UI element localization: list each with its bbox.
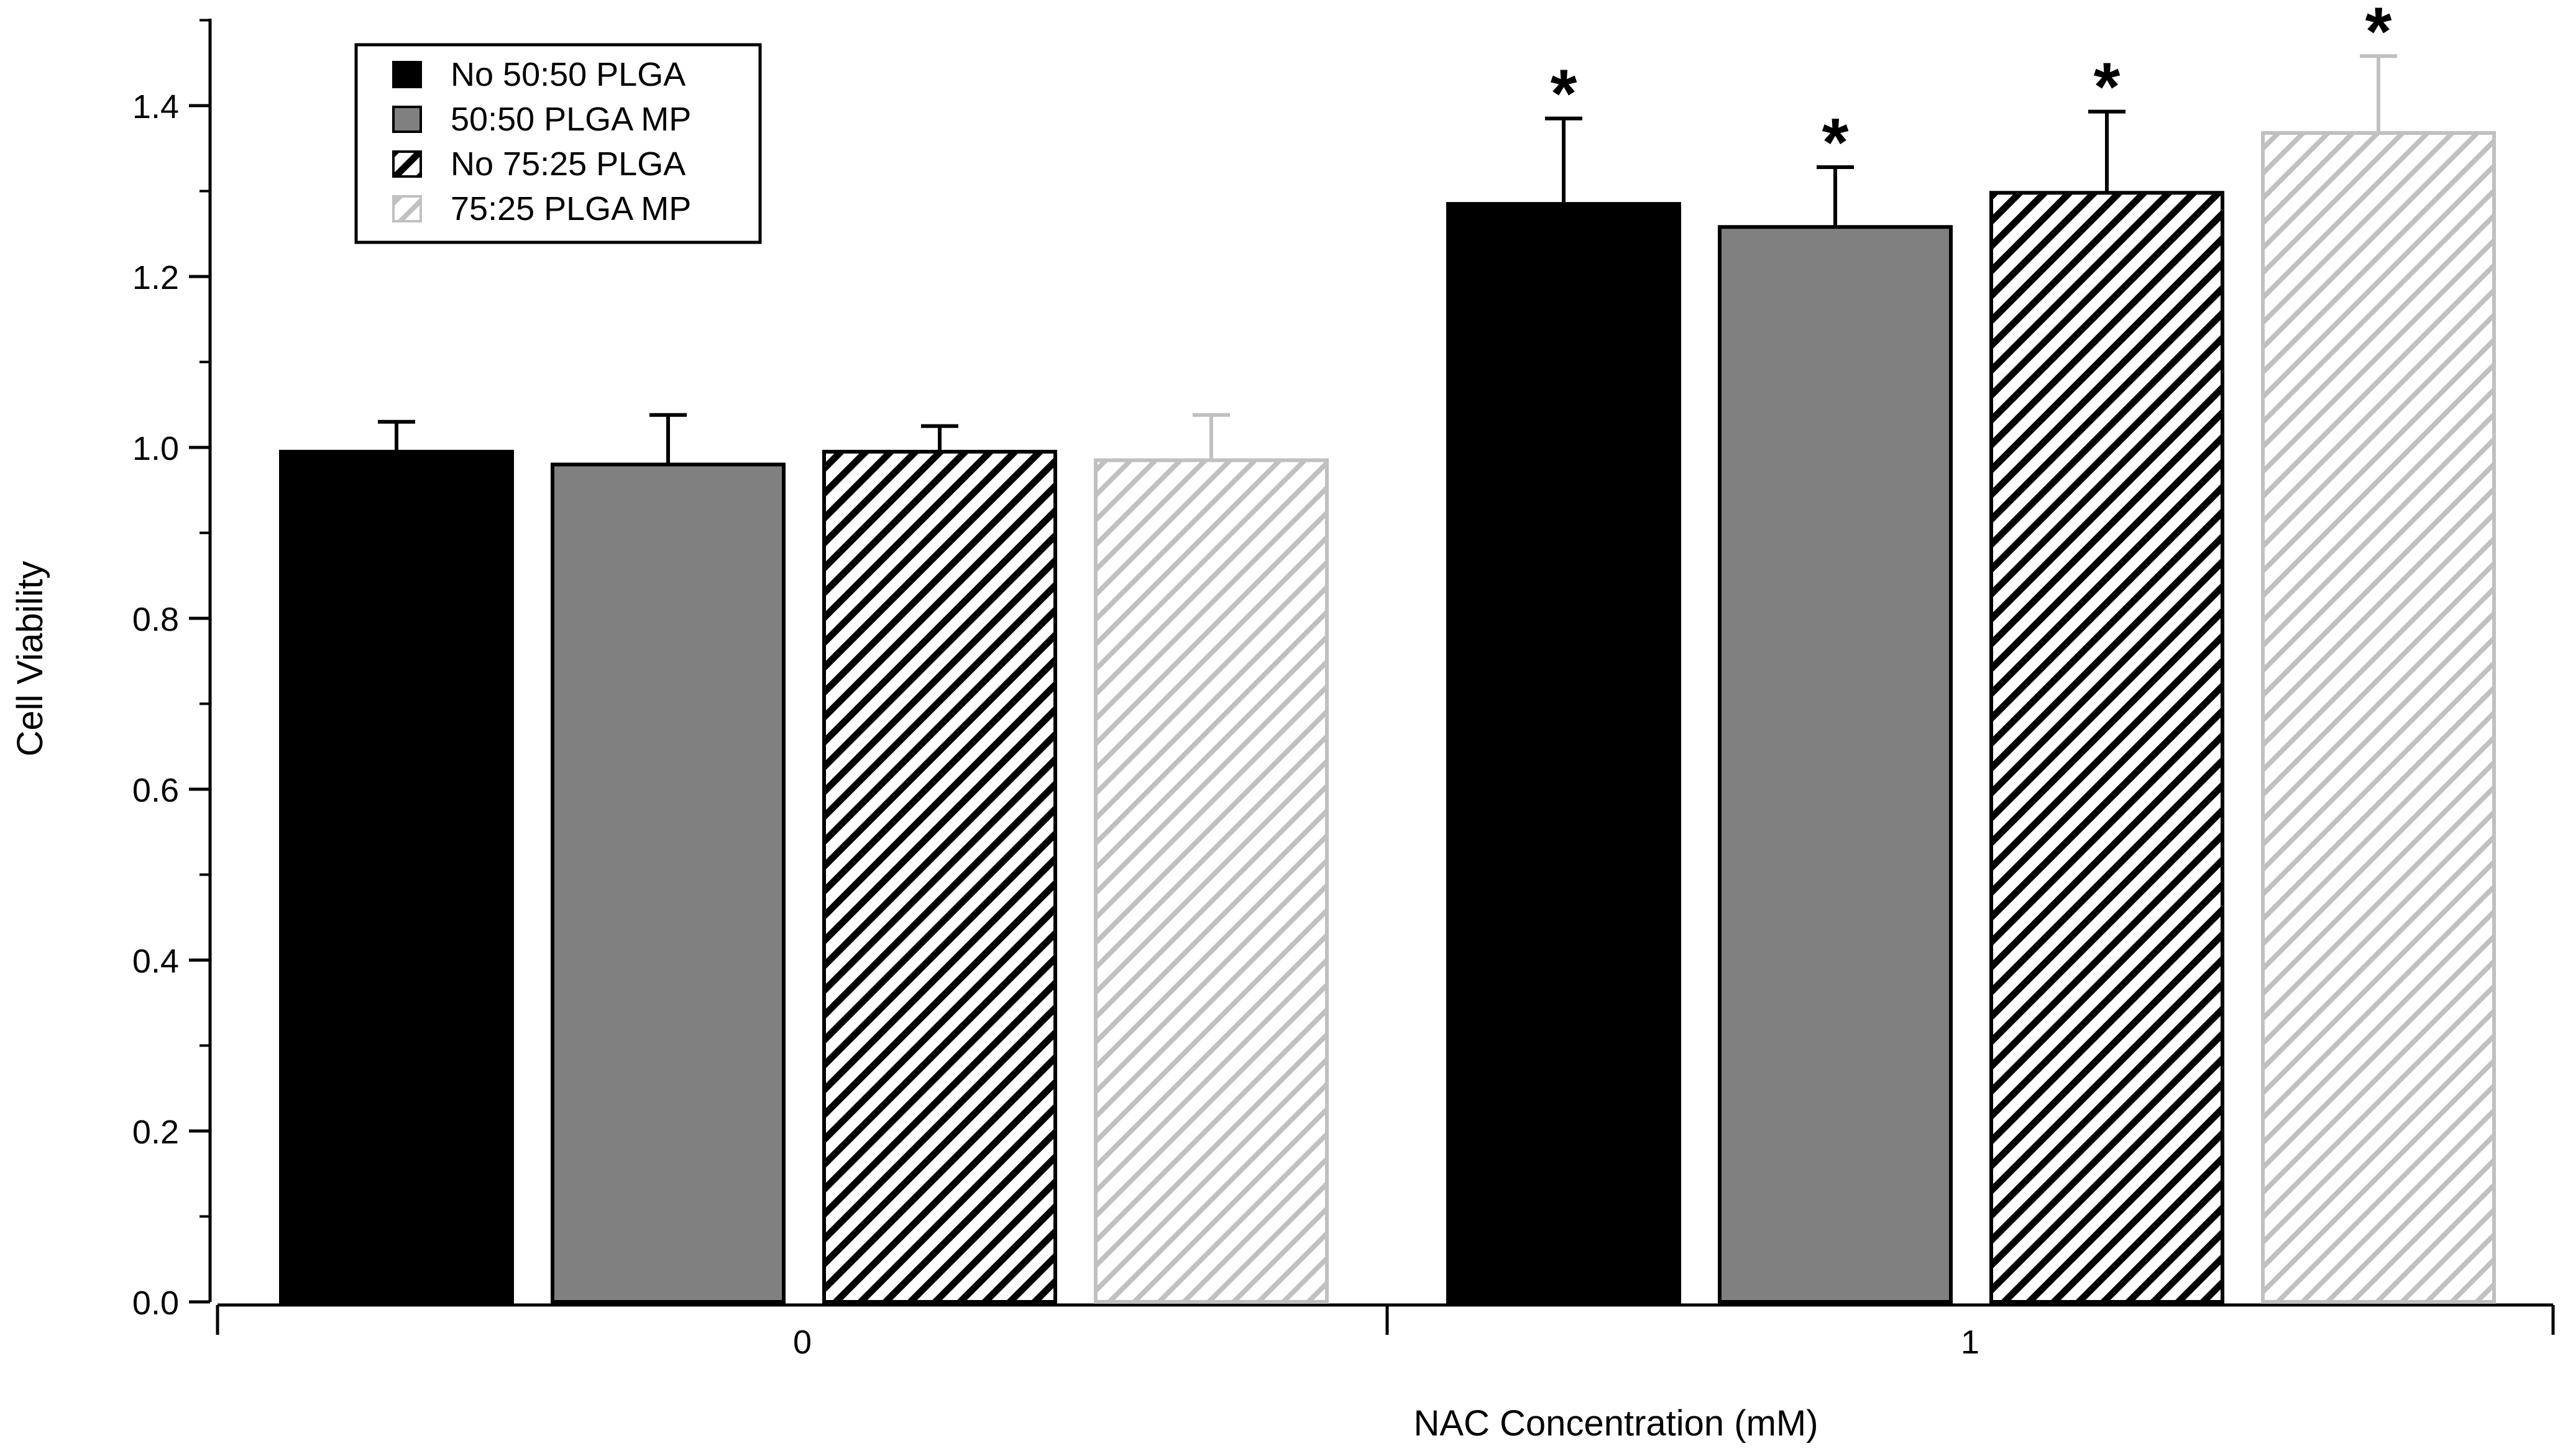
legend-label: No 50:50 PLGA [451, 56, 686, 93]
y-axis: 0.0 0.2 0.4 0.6 0.8 1.0 1.2 1.4 [132, 19, 212, 1322]
significance-markers: * * * * [1551, 0, 2392, 181]
legend-swatch [392, 195, 422, 222]
y-tick-label: 1.0 [132, 430, 179, 467]
legend-label: 75:25 PLGA MP [451, 190, 691, 227]
error-bars [378, 54, 2397, 465]
bar [1094, 458, 1329, 1304]
bars [279, 131, 2496, 1304]
y-tick-label: 1.4 [132, 88, 179, 126]
x-axis-title: NAC Concentration (mM) [1413, 1403, 1818, 1444]
y-tick-label: 0.6 [132, 772, 179, 809]
y-tick-label: 0.8 [132, 601, 179, 638]
legend-label: 50:50 PLGA MP [451, 101, 691, 138]
bar [2261, 131, 2496, 1304]
legend-swatch [392, 106, 422, 133]
bar [551, 462, 786, 1304]
legend-swatch [392, 150, 422, 178]
legend-label: No 75:25 PLGA [451, 145, 686, 183]
y-tick-label: 0.2 [132, 1114, 179, 1151]
y-tick-label: 0.4 [132, 943, 179, 980]
x-tick-label: 1 [1961, 1324, 1979, 1361]
y-axis-title: Cell Viability [10, 561, 50, 757]
significance-star: * [2365, 0, 2392, 70]
significance-star: * [1551, 56, 1577, 132]
y-tick-label: 1.2 [132, 259, 179, 296]
legend-box [354, 43, 762, 244]
bar [1989, 191, 2224, 1304]
bar [822, 449, 1057, 1304]
bar [1446, 202, 1681, 1304]
legend: No 50:50 PLGA 50:50 PLGA MP No 75:25 PLGA 7… [354, 43, 762, 244]
significance-star: * [2094, 49, 2121, 126]
y-tick-label: 0.0 [132, 1284, 179, 1322]
bar [1718, 225, 1953, 1304]
legend-swatch [392, 61, 422, 88]
x-tick-label: 0 [793, 1324, 812, 1361]
bar [279, 449, 514, 1304]
significance-star: * [1822, 104, 1849, 181]
